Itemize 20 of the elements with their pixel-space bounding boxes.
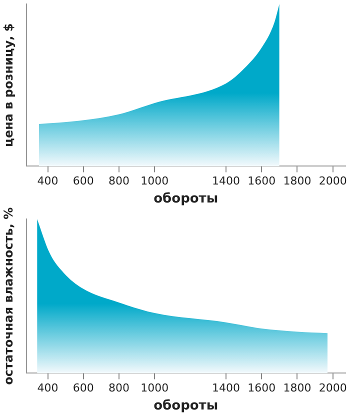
x-tick-label: 800 (108, 174, 130, 188)
x-tick-label: 1600 (248, 174, 276, 188)
y-axis-title: цена в розницу, $ (1, 23, 16, 147)
x-tick-label: 800 (108, 382, 130, 395)
x-tick-label: 1800 (283, 174, 312, 188)
x-tick-label: 600 (72, 382, 94, 395)
x-tick-label: 400 (37, 174, 58, 188)
x-tick-label: 400 (37, 382, 58, 395)
x-tick-label: 2000 (318, 174, 347, 188)
x-axis-title: обороты (154, 192, 218, 207)
x-tick-label: 1400 (212, 174, 240, 188)
x-tick-label: 1800 (283, 382, 312, 395)
x-tick-label: 1400 (212, 382, 240, 395)
x-axis-title: обороты (154, 398, 218, 414)
x-tick-label: 1600 (248, 382, 276, 395)
y-axis-title: остаточная влажность, % (1, 207, 16, 385)
x-tick-label: 1000 (140, 174, 169, 188)
x-tick-label: 1000 (140, 382, 169, 395)
x-tick-label: 600 (72, 174, 94, 188)
x-tick-label: 2000 (318, 382, 347, 395)
